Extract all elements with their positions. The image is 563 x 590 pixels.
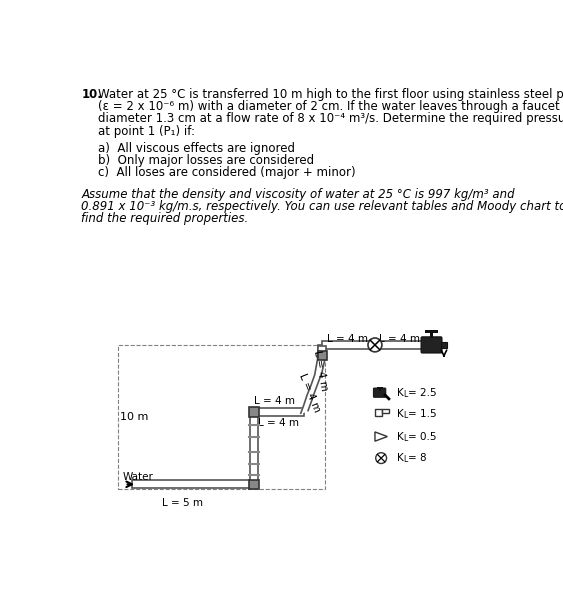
Text: 0.891 x 10⁻³ kg/m.s, respectively. You can use relevant tables and Moody chart t: 0.891 x 10⁻³ kg/m.s, respectively. You c… — [81, 200, 563, 213]
Text: at point 1 (P₁) if:: at point 1 (P₁) if: — [97, 124, 194, 137]
Text: L = 4 m: L = 4 m — [254, 396, 294, 406]
Bar — [373, 341, 425, 349]
Bar — [375, 409, 382, 416]
Text: L: L — [403, 411, 407, 420]
Text: diameter 1.3 cm at a flow rate of 8 x 10⁻⁴ m³/s. Determine the required pressure: diameter 1.3 cm at a flow rate of 8 x 10… — [97, 112, 563, 126]
Bar — [318, 352, 327, 360]
Text: = 0.5: = 0.5 — [408, 431, 436, 441]
Text: K: K — [397, 431, 404, 441]
Text: K: K — [397, 453, 404, 463]
Text: Water at 25 °C is transferred 10 m high to the first floor using stainless steel: Water at 25 °C is transferred 10 m high … — [97, 88, 563, 101]
Text: a)  All viscous effects are ignored: a) All viscous effects are ignored — [97, 142, 294, 155]
Text: K: K — [397, 409, 404, 419]
Bar — [377, 386, 383, 389]
FancyBboxPatch shape — [373, 388, 386, 397]
Polygon shape — [301, 353, 326, 413]
Text: L = 4 m: L = 4 m — [297, 372, 321, 414]
Bar — [430, 333, 433, 338]
Text: = 2.5: = 2.5 — [408, 388, 436, 398]
Text: L = 4 m: L = 4 m — [312, 350, 329, 392]
Polygon shape — [375, 432, 387, 441]
Circle shape — [368, 338, 382, 352]
Text: c)  All loses are considered (major + minor): c) All loses are considered (major + min… — [97, 166, 355, 179]
Text: L: L — [403, 390, 407, 399]
Text: L = 4 m: L = 4 m — [258, 418, 299, 428]
Text: = 1.5: = 1.5 — [408, 409, 436, 419]
Bar — [249, 407, 259, 417]
Bar — [322, 341, 377, 349]
Text: L: L — [403, 434, 407, 442]
Text: L: L — [403, 455, 407, 464]
Bar — [379, 387, 381, 391]
Bar — [249, 480, 259, 489]
Text: Water: Water — [123, 473, 154, 483]
Bar — [118, 345, 325, 489]
Bar — [425, 330, 437, 333]
Text: L = 5 m: L = 5 m — [162, 498, 203, 508]
Bar — [132, 480, 254, 488]
Text: b)  Only major losses are considered: b) Only major losses are considered — [97, 154, 314, 167]
Text: (ε = 2 x 10⁻⁶ m) with a diameter of 2 cm. If the water leaves through a faucet o: (ε = 2 x 10⁻⁶ m) with a diameter of 2 cm… — [97, 100, 563, 113]
Bar — [250, 412, 258, 484]
Bar — [318, 345, 326, 358]
Circle shape — [376, 453, 387, 464]
FancyBboxPatch shape — [421, 337, 442, 353]
Text: K: K — [397, 388, 404, 398]
Bar — [382, 409, 389, 412]
Text: = 8: = 8 — [408, 453, 426, 463]
Text: Assume that the density and viscosity of water at 25 °C is 997 kg/m³ and: Assume that the density and viscosity of… — [81, 188, 515, 201]
Bar — [254, 408, 305, 416]
Bar — [318, 346, 326, 358]
Text: L = 4 m: L = 4 m — [327, 334, 368, 344]
Text: find the required properties.: find the required properties. — [81, 212, 248, 225]
Text: 10 m: 10 m — [120, 412, 148, 421]
Text: 10.: 10. — [81, 88, 102, 101]
Bar — [441, 342, 447, 348]
Text: L = 4 m: L = 4 m — [379, 334, 420, 344]
